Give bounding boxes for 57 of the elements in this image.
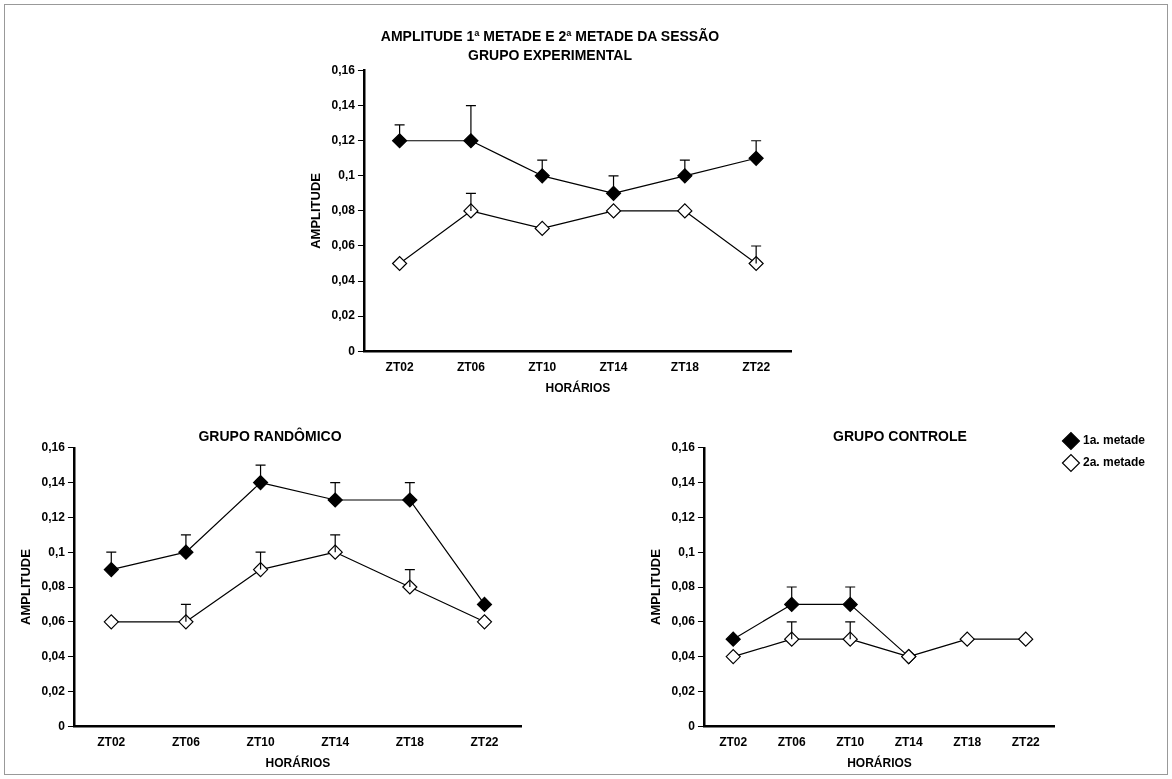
y-tick-label: 0,04 bbox=[671, 648, 696, 663]
y-tick-label: 0,14 bbox=[331, 97, 356, 112]
x-tick-label: ZT02 bbox=[385, 359, 414, 374]
x-tick-label: ZT06 bbox=[171, 734, 201, 749]
y-tick-label: 0,12 bbox=[331, 133, 356, 148]
x-tick-label: ZT02 bbox=[719, 734, 748, 749]
x-tick-label: ZT06 bbox=[456, 359, 486, 374]
y-tick-label: 0 bbox=[688, 718, 696, 733]
y-tick-label: 0,16 bbox=[331, 62, 356, 77]
y-axis-title: AMPLITUDE bbox=[308, 172, 324, 249]
x-tick-label: ZT14 bbox=[599, 359, 628, 374]
y-tick-label: 0,06 bbox=[41, 614, 66, 629]
y-tick-label: 0,1 bbox=[338, 168, 356, 183]
y-tick-label: 0,06 bbox=[671, 614, 696, 629]
legend-label: 1a. metade bbox=[1082, 433, 1146, 448]
x-tick-label: ZT14 bbox=[321, 734, 350, 749]
y-axis-title: AMPLITUDE bbox=[18, 548, 34, 625]
x-tick-label: ZT22 bbox=[470, 734, 499, 749]
chart-title: AMPLITUDE 1ª METADE E 2ª METADE DA SESSÃO bbox=[380, 27, 720, 45]
x-tick-label: ZT02 bbox=[97, 734, 126, 749]
x-tick-label: ZT10 bbox=[528, 359, 557, 374]
y-tick-label: 0,08 bbox=[41, 579, 66, 594]
y-tick-label: 0,08 bbox=[331, 203, 356, 218]
y-tick-label: 0,1 bbox=[48, 544, 66, 559]
chart-title: GRUPO RANDÔMICO bbox=[198, 427, 342, 445]
chart-subtitle: GRUPO EXPERIMENTAL bbox=[468, 47, 633, 64]
y-tick-label: 0,1 bbox=[678, 544, 696, 559]
x-tick-label: ZT18 bbox=[670, 359, 700, 374]
legend-label: 2a. metade bbox=[1082, 455, 1146, 470]
y-tick-label: 0,04 bbox=[41, 648, 66, 663]
x-tick-label: ZT22 bbox=[1011, 734, 1041, 749]
y-tick-label: 0 bbox=[58, 718, 66, 733]
x-tick-label: ZT10 bbox=[836, 734, 865, 749]
y-tick-label: 0,14 bbox=[671, 474, 696, 489]
x-tick-label: ZT14 bbox=[894, 734, 924, 749]
x-tick-label: ZT18 bbox=[953, 734, 982, 749]
y-tick-label: 0,02 bbox=[671, 683, 696, 698]
y-tick-label: 0,16 bbox=[671, 440, 696, 455]
y-axis-title: AMPLITUDE bbox=[648, 548, 664, 625]
y-tick-label: 0 bbox=[348, 343, 356, 358]
x-tick-label: ZT10 bbox=[246, 734, 275, 749]
x-tick-label: ZT18 bbox=[395, 734, 425, 749]
chart-title: GRUPO CONTROLE bbox=[833, 428, 967, 445]
x-axis-title: HORÁRIOS bbox=[847, 755, 912, 771]
y-tick-label: 0,16 bbox=[41, 440, 66, 455]
y-tick-label: 0,06 bbox=[331, 238, 356, 253]
x-tick-label: ZT22 bbox=[742, 359, 771, 374]
y-tick-label: 0,14 bbox=[41, 474, 66, 489]
y-tick-label: 0,02 bbox=[41, 683, 66, 698]
y-tick-label: 0,12 bbox=[671, 509, 696, 524]
x-tick-label: ZT06 bbox=[777, 734, 807, 749]
y-tick-label: 0,04 bbox=[331, 273, 356, 288]
y-tick-label: 0,02 bbox=[331, 308, 356, 323]
x-axis-title: HORÁRIOS bbox=[545, 380, 611, 396]
x-axis-title: HORÁRIOS bbox=[265, 755, 331, 771]
y-tick-label: 0,08 bbox=[671, 579, 696, 594]
y-tick-label: 0,12 bbox=[41, 509, 66, 524]
